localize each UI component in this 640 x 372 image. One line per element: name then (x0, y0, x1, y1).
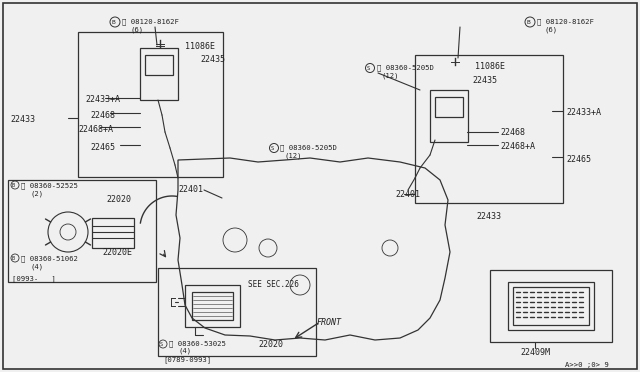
Text: 22401: 22401 (178, 185, 203, 194)
Bar (430, 90, 468, 142)
Text: S: S (366, 65, 370, 71)
Text: (6): (6) (545, 26, 558, 32)
Text: [0789-0993]: [0789-0993] (163, 356, 211, 363)
Text: 22020E: 22020E (102, 248, 132, 257)
Bar (490, 270, 612, 342)
Bar (145, 55, 173, 75)
Text: S: S (159, 341, 163, 346)
Text: 22468+A: 22468+A (500, 142, 535, 151)
Text: B: B (526, 19, 530, 25)
Bar (78, 32, 223, 177)
Text: 22433+A: 22433+A (85, 95, 120, 104)
Text: 22465: 22465 (90, 143, 115, 152)
Text: 22401: 22401 (395, 190, 420, 199)
Bar (508, 282, 594, 330)
Bar (92, 218, 134, 248)
Text: 22435: 22435 (200, 55, 225, 64)
Text: Ⓑ 08360-52525: Ⓑ 08360-52525 (21, 182, 78, 189)
Text: A>>0 ;0> 9: A>>0 ;0> 9 (565, 362, 609, 368)
Text: (12): (12) (285, 152, 303, 158)
Text: (12): (12) (382, 72, 399, 78)
Text: 22020: 22020 (106, 195, 131, 204)
Text: [0993-   ]: [0993- ] (12, 275, 56, 282)
Text: SEE SEC.226: SEE SEC.226 (248, 280, 299, 289)
Text: 22468: 22468 (90, 111, 115, 120)
Text: Ⓑ 08360-51062: Ⓑ 08360-51062 (21, 255, 78, 262)
Bar (185, 285, 240, 327)
Text: Ⓢ 08360-53025: Ⓢ 08360-53025 (169, 340, 226, 347)
Text: 22465: 22465 (566, 155, 591, 164)
Text: (2): (2) (30, 190, 43, 196)
Text: 11086E: 11086E (475, 62, 505, 71)
Text: Ⓑ 08120-8162F: Ⓑ 08120-8162F (537, 18, 594, 25)
Bar (158, 268, 316, 356)
Bar (415, 55, 563, 203)
Text: 22409M: 22409M (520, 348, 550, 357)
Bar (140, 48, 178, 100)
Text: Ⓢ 08360-5205D: Ⓢ 08360-5205D (280, 144, 337, 151)
Bar (513, 287, 589, 325)
Text: 22468+A: 22468+A (78, 125, 113, 134)
Text: (6): (6) (130, 26, 143, 32)
Text: 22433: 22433 (10, 115, 35, 124)
Text: 22435: 22435 (472, 76, 497, 85)
Text: 22433: 22433 (476, 212, 501, 221)
Text: Ⓢ 08360-5205D: Ⓢ 08360-5205D (377, 64, 434, 71)
Bar (435, 97, 463, 117)
Text: S: S (270, 145, 274, 151)
Bar (8, 180, 156, 282)
Text: (4): (4) (178, 348, 191, 355)
Text: 11086E: 11086E (185, 42, 215, 51)
Text: B: B (12, 183, 15, 187)
Text: 22433+A: 22433+A (566, 108, 601, 117)
Text: (4): (4) (30, 263, 43, 269)
Text: Ⓑ 08120-8162F: Ⓑ 08120-8162F (122, 18, 179, 25)
Text: 22020: 22020 (258, 340, 283, 349)
Text: 22468: 22468 (500, 128, 525, 137)
Text: FRONT: FRONT (317, 318, 342, 327)
Text: B: B (12, 256, 15, 260)
Text: B: B (111, 19, 115, 25)
Bar (192, 292, 233, 320)
